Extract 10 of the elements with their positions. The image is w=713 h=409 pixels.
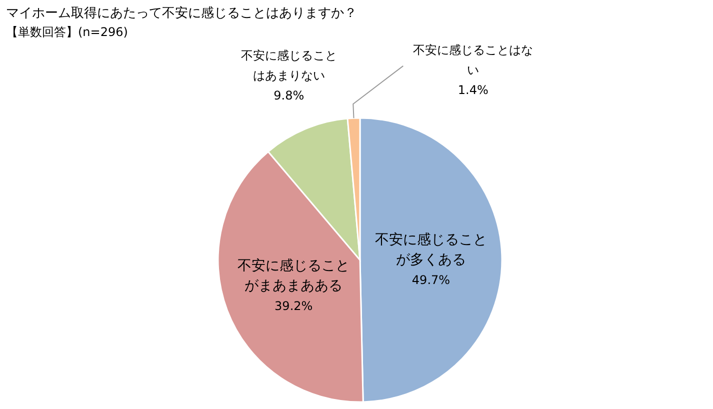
slice-label: 不安に感じることはあまりない: [240, 48, 337, 83]
data-label: 1.4%: [458, 82, 488, 97]
data-label: 9.8%: [274, 88, 304, 103]
slice-label: 不安に感じることがまあまあある: [238, 258, 350, 294]
data-label: 49.7%: [412, 273, 450, 288]
slice-label: 不安に感じることが多くある: [374, 232, 487, 268]
slice-label: 不安に感じることはない: [413, 42, 534, 77]
data-label: 39.2%: [274, 299, 313, 314]
chart-title: マイホーム取得にあたって不安に感じることはありますか？: [6, 5, 357, 21]
text: 【単数回答】(n=296): [6, 25, 128, 39]
